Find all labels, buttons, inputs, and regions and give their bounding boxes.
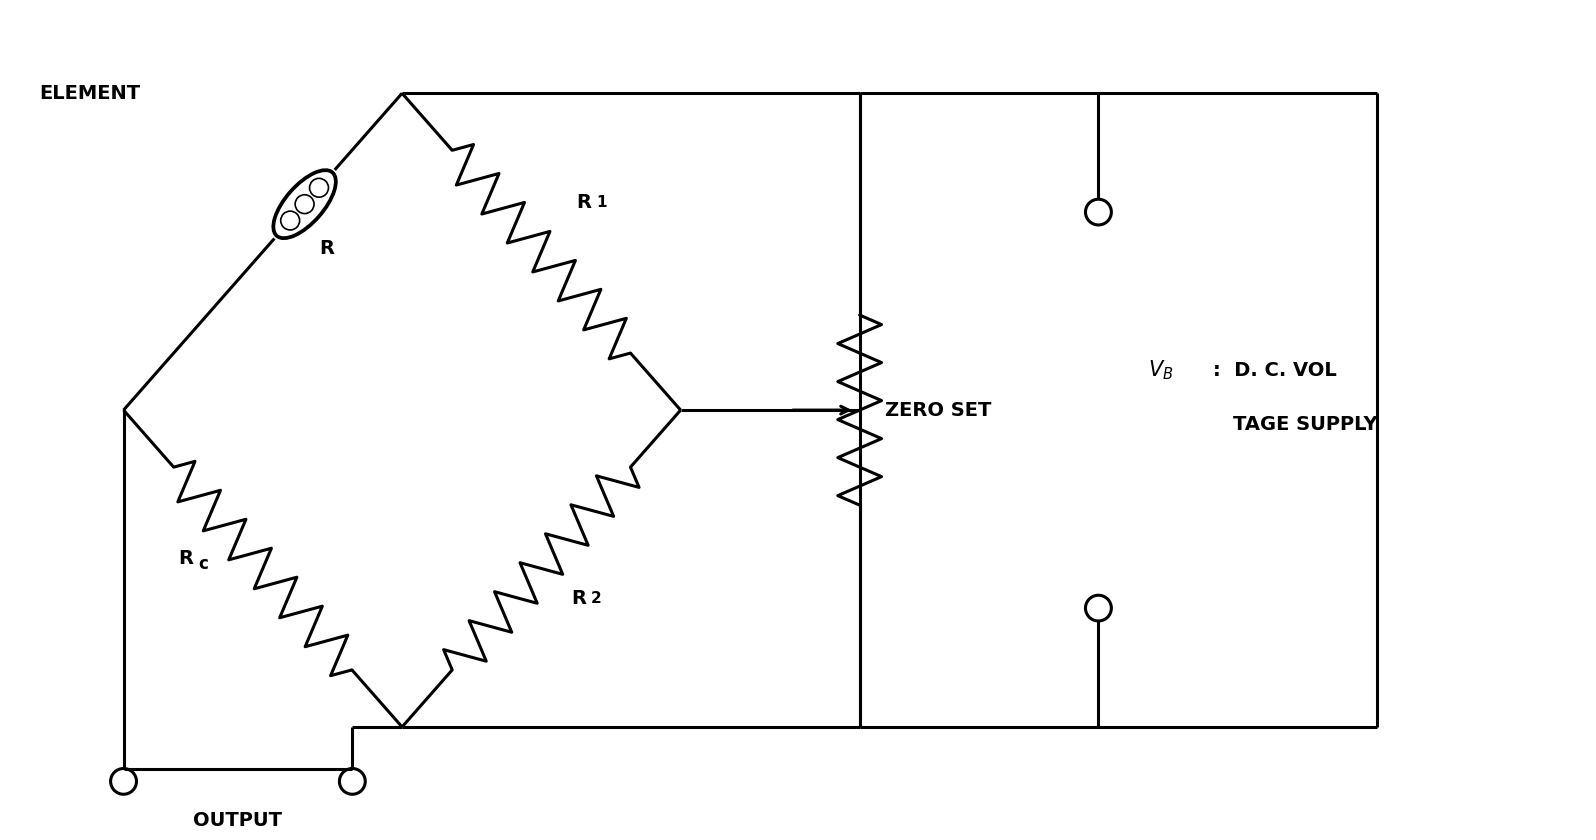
Text: ZERO SET: ZERO SET <box>884 401 991 420</box>
Text: ELEMENT: ELEMENT <box>38 84 140 102</box>
Text: 2: 2 <box>591 591 602 606</box>
Text: c: c <box>198 554 207 573</box>
Text: R: R <box>571 589 586 607</box>
Text: $V_B$: $V_B$ <box>1148 359 1173 382</box>
Text: :  D. C. VOL: : D. C. VOL <box>1213 361 1336 380</box>
Text: 1: 1 <box>595 195 606 210</box>
Text: R: R <box>179 549 193 568</box>
Text: OUTPUT: OUTPUT <box>193 811 282 831</box>
Ellipse shape <box>273 171 335 239</box>
Text: R: R <box>576 192 591 212</box>
Text: TAGE SUPPLY: TAGE SUPPLY <box>1232 416 1377 434</box>
Text: R: R <box>319 239 335 258</box>
